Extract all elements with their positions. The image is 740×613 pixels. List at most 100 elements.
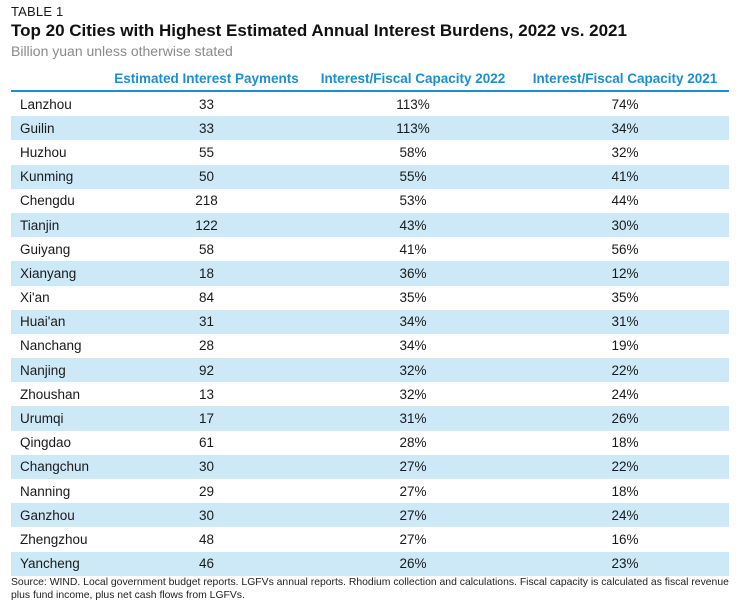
cell-interest-payments: 18 [108,261,305,286]
cell-city: Xianyang [11,261,108,286]
cell-fiscal-capacity-2021: 41% [521,164,729,189]
table-row: Lanzhou 33 113% 74% [11,91,729,116]
table-row: Kunming 50 55% 41% [11,164,729,189]
cell-city: Zhoushan [20,386,81,402]
cell-fiscal-capacity-2021: 23% [521,551,729,576]
table-row: Guilin 33 113% 34% [11,116,729,141]
cell-fiscal-capacity-2021: 32% [611,144,639,160]
cell-fiscal-capacity-2021: 34% [521,116,729,141]
cell-fiscal-capacity-2022: 32% [399,386,427,402]
table-row: Zhengzhou 48 27% 16% [11,527,729,551]
table-row: Zhoushan 13 32% 24% [11,382,729,406]
cell-fiscal-capacity-2021: 35% [611,290,639,306]
table-row: Urumqi 17 31% 26% [11,406,729,431]
cell-city: Nanning [20,483,71,499]
cell-interest-payments: 30 [108,503,305,528]
cell-city: Huzhou [20,144,67,160]
cell-city: Xi'an [20,290,50,306]
cell-fiscal-capacity-2021: 30% [521,212,729,238]
table-body: Lanzhou 33 113% 74% Guilin 33 113% 34% Huzhou 55 5… [11,91,729,576]
cell-fiscal-capacity-2021: 22% [521,358,729,383]
cell-fiscal-capacity-2021: 74% [611,96,639,112]
cell-fiscal-capacity-2022: 32% [305,358,521,383]
header-fiscal-capacity-2022: Interest/Fiscal Capacity 2022 [305,66,521,92]
table-row: Tianjin 122 43% 30% [11,212,729,238]
table-subtitle: Billion yuan unless otherwise stated [11,43,233,59]
cell-city: Urumqi [11,406,108,431]
table-row: Ganzhou 30 27% 24% [11,503,729,528]
table-kicker: TABLE 1 [11,4,64,19]
cell-fiscal-capacity-2022: 28% [399,435,427,451]
cell-interest-payments: 31 [108,309,305,334]
cell-city: Zhengzhou [20,531,88,547]
cell-city: Chengdu [20,193,75,209]
table-row: Changchun 30 27% 22% [11,454,729,479]
cell-fiscal-capacity-2021: 12% [521,261,729,286]
cell-fiscal-capacity-2021: 44% [611,193,639,209]
data-table: Estimated Interest Payments Interest/Fis… [11,66,729,576]
cell-interest-payments: 33 [108,116,305,141]
table-row: Yancheng 46 26% 23% [11,551,729,576]
cell-fiscal-capacity-2022: 58% [399,144,427,160]
table-row: Huzhou 55 58% 32% [11,140,729,164]
cell-city: Nanjing [11,358,108,383]
cell-city: Qingdao [20,435,72,451]
cell-interest-payments: 58 [198,241,215,257]
cell-fiscal-capacity-2022: 55% [305,164,521,189]
cell-fiscal-capacity-2021: 19% [611,338,639,354]
cell-fiscal-capacity-2022: 27% [399,483,427,499]
table-title: Top 20 Cities with Highest Estimated Ann… [11,21,627,40]
cell-fiscal-capacity-2022: 113% [396,96,430,112]
table-row: Guiyang 58 41% 56% [11,237,729,261]
cell-fiscal-capacity-2022: 27% [305,454,521,479]
cell-fiscal-capacity-2021: 56% [611,241,639,257]
source-note: Source: WIND. Local government budget re… [11,577,729,601]
cell-fiscal-capacity-2022: 27% [305,503,521,528]
cell-fiscal-capacity-2021: 16% [611,531,639,547]
table-row: Xi'an 84 35% 35% [11,286,729,310]
cell-interest-payments: 33 [198,96,215,112]
cell-interest-payments: 29 [198,483,215,499]
cell-interest-payments: 48 [198,531,215,547]
table-row: Nanchang 28 34% 19% [11,334,729,358]
table-row: Nanjing 92 32% 22% [11,358,729,383]
cell-city: Nanchang [20,338,82,354]
cell-fiscal-capacity-2022: 43% [305,212,521,238]
cell-interest-payments: 46 [108,551,305,576]
cell-interest-payments: 84 [198,290,215,306]
cell-fiscal-capacity-2021: 24% [521,503,729,528]
header-city [11,66,108,92]
header-row: Estimated Interest Payments Interest/Fis… [11,66,729,92]
cell-fiscal-capacity-2021: 18% [611,435,639,451]
cell-city: Changchun [11,454,108,479]
table-row: Chengdu 218 53% 44% [11,189,729,213]
cell-city: Huai'an [11,309,108,334]
cell-fiscal-capacity-2022: 53% [399,193,427,209]
cell-interest-payments: 17 [108,406,305,431]
cell-interest-payments: 50 [108,164,305,189]
cell-city: Guilin [11,116,108,141]
cell-city: Lanzhou [20,96,72,112]
cell-fiscal-capacity-2021: 26% [521,406,729,431]
cell-fiscal-capacity-2022: 34% [399,338,427,354]
cell-fiscal-capacity-2022: 36% [305,261,521,286]
cell-fiscal-capacity-2021: 24% [611,386,639,402]
table-row: Xianyang 18 36% 12% [11,261,729,286]
cell-fiscal-capacity-2021: 31% [521,309,729,334]
cell-fiscal-capacity-2022: 27% [399,531,427,547]
cell-interest-payments: 13 [198,386,215,402]
cell-interest-payments: 61 [198,435,215,451]
cell-fiscal-capacity-2022: 26% [305,551,521,576]
cell-interest-payments: 30 [108,454,305,479]
cell-fiscal-capacity-2022: 31% [305,406,521,431]
cell-fiscal-capacity-2021: 22% [521,454,729,479]
header-fiscal-capacity-2021: Interest/Fiscal Capacity 2021 [521,66,729,92]
cell-interest-payments: 55 [198,144,215,160]
table-row: Nanning 29 27% 18% [11,479,729,503]
table-row: Qingdao 61 28% 18% [11,431,729,455]
cell-interest-payments: 28 [198,338,215,354]
cell-city: Guiyang [20,241,71,257]
cell-fiscal-capacity-2022: 41% [399,241,427,257]
cell-city: Kunming [11,164,108,189]
